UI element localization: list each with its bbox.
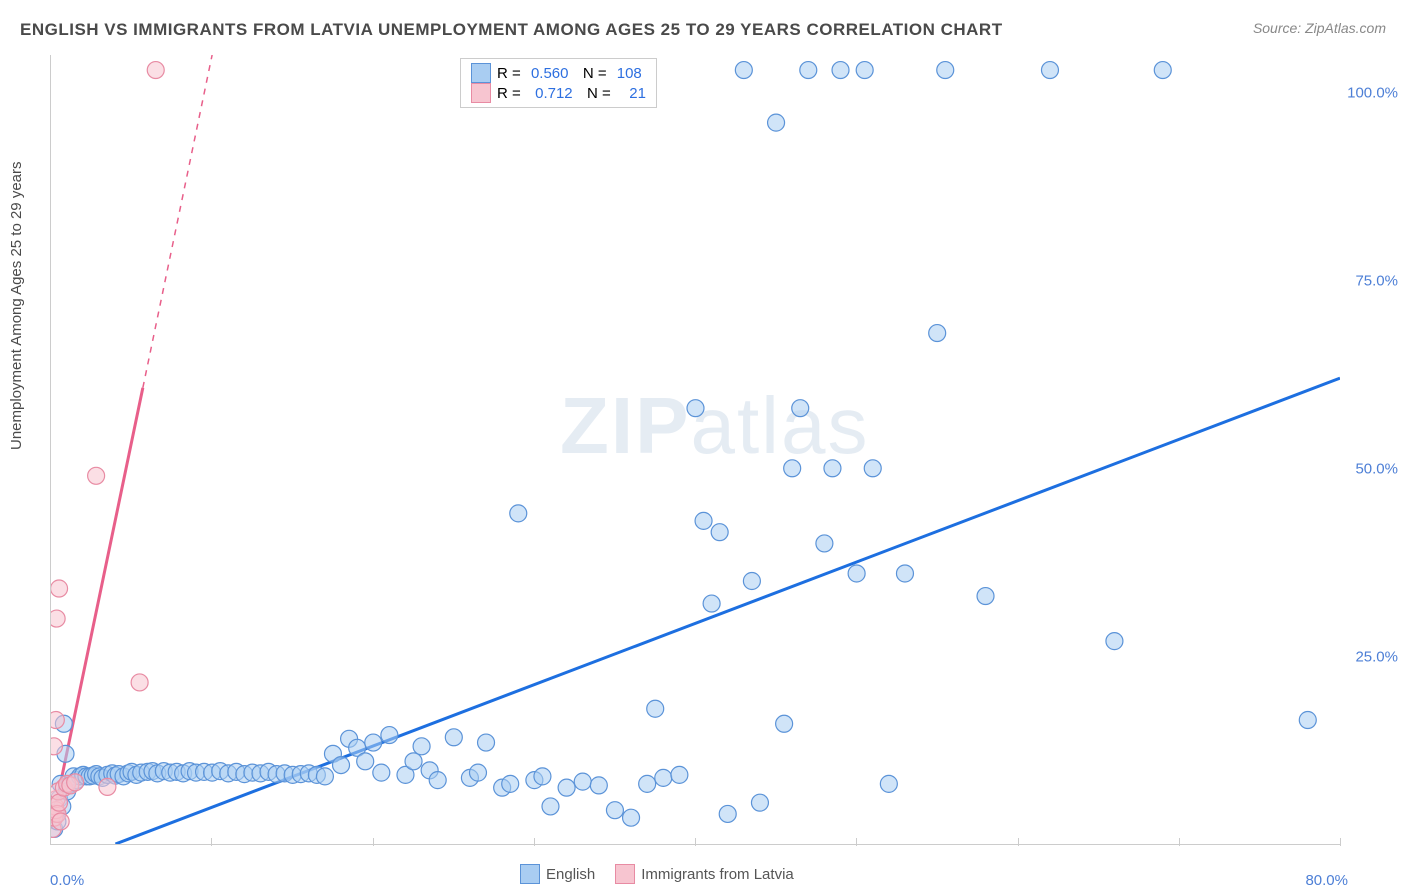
y-axis-tick-label: 100.0% bbox=[1347, 84, 1398, 101]
swatch-pink bbox=[471, 83, 491, 103]
series-legend: English Immigrants from Latvia bbox=[520, 864, 794, 884]
x-axis-max-label: 80.0% bbox=[1305, 872, 1348, 889]
y-axis-tick-label: 75.0% bbox=[1355, 272, 1398, 289]
y-axis-tick-label: 25.0% bbox=[1355, 648, 1398, 665]
correlation-legend: R = 0.560 N = 108 R = 0.712 N = 21 bbox=[460, 58, 657, 108]
legend-row-latvia: R = 0.712 N = 21 bbox=[471, 83, 646, 103]
legend-row-english: R = 0.560 N = 108 bbox=[471, 63, 646, 83]
y-axis-tick-label: 50.0% bbox=[1355, 460, 1398, 477]
y-axis-label: Unemployment Among Ages 25 to 29 years bbox=[8, 161, 25, 450]
legend-item-english: English bbox=[520, 864, 595, 884]
x-axis-min-label: 0.0% bbox=[50, 872, 84, 889]
legend-item-latvia: Immigrants from Latvia bbox=[615, 864, 794, 884]
scatter-svg bbox=[51, 55, 1340, 844]
swatch-blue bbox=[520, 864, 540, 884]
swatch-blue bbox=[471, 63, 491, 83]
chart-title: ENGLISH VS IMMIGRANTS FROM LATVIA UNEMPL… bbox=[20, 20, 1003, 40]
x-axis-tick-mark bbox=[1340, 838, 1341, 846]
swatch-pink bbox=[615, 864, 635, 884]
chart-plot-area bbox=[50, 55, 1340, 845]
source-attribution: Source: ZipAtlas.com bbox=[1253, 20, 1386, 36]
